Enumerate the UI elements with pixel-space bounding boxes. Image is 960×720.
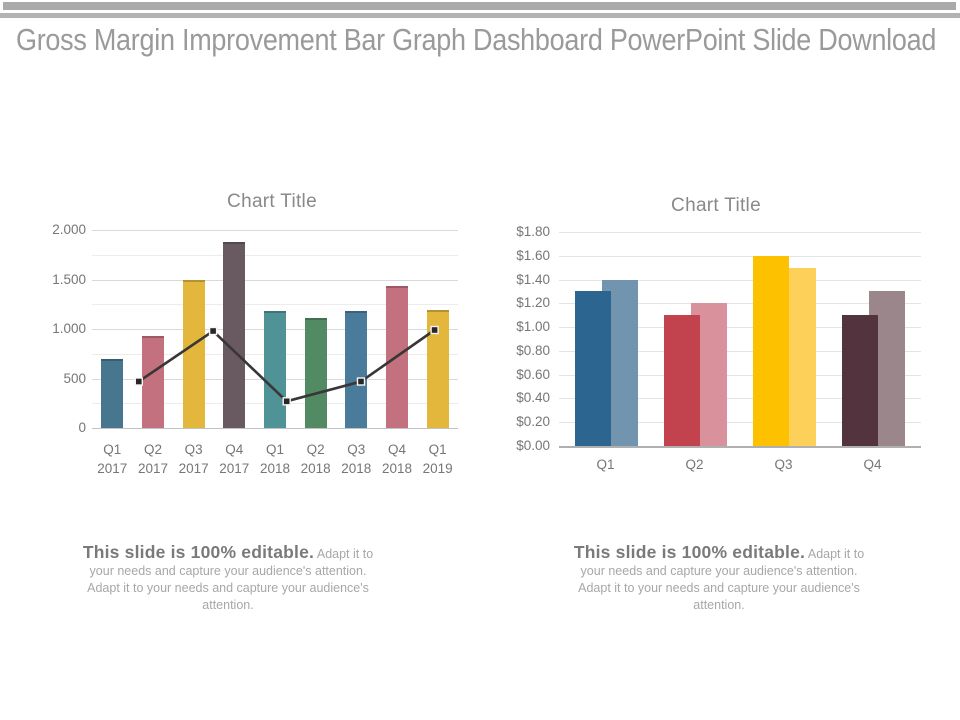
gridline [92,279,458,281]
editable-note-left[interactable]: This slide is 100% editable. Adapt it to… [82,541,374,614]
x-axis-label-line: Q4 [387,442,406,457]
bar-q3-2017[interactable] [182,279,205,428]
gridline [92,254,458,256]
gridline [559,374,921,376]
gridline [559,279,921,281]
y-axis-tick-label: $0.20 [516,414,550,430]
bar-q1-2019[interactable] [426,310,449,428]
x-axis-label-line: Q3 [347,442,366,457]
editable-note-right-body: Adapt it to your needs and capture your … [578,546,865,612]
x-axis-category-label: Q4 2017 [210,440,258,478]
x-axis-category-label: Q4 [863,457,882,472]
bar-q1-2017[interactable] [101,358,124,428]
bar-series-1-front-q2[interactable] [663,315,700,446]
x-axis-label-line: Q1 [428,442,447,457]
x-axis-label-line: Q1 [103,442,122,457]
y-axis-tick-label: 500 [63,370,86,386]
editable-note-left-body: Adapt it to your needs and capture your … [87,546,374,612]
y-axis-tick-label: 0 [78,420,86,435]
x-axis-label-line: 2018 [259,461,291,476]
gridline [92,230,458,231]
x-axis-label-line: Q1 [265,442,284,457]
line-series-marker [430,325,439,335]
gridline [559,303,921,305]
line-series-path [138,328,436,403]
grouped-bar-chart-title: Chart Title [671,195,761,216]
x-axis-category-label: Q1 2019 [414,440,462,478]
bar-series-1-front-q3[interactable] [752,255,789,446]
x-axis-label-line: 2017 [97,461,128,476]
y-axis-tick-label: $0.80 [516,342,550,358]
x-axis-label-line: 2019 [422,461,453,476]
y-axis-tick-label: $0.00 [516,438,550,453]
y-axis-tick-label: 2.000 [52,222,86,237]
x-axis-category-label: Q3 2017 [170,440,218,478]
x-axis-category-label: Q2 2018 [292,440,340,478]
line-series-marker [356,377,366,386]
slide-title-text: Gross Margin Improvement Bar Graph Dashb… [16,22,937,57]
combo-chart-title: Chart Title [227,191,317,212]
editable-note-right-headline: This slide is 100% editable. [573,541,806,562]
gridline [92,428,458,429]
editable-note-left-headline: This slide is 100% editable. [82,541,315,562]
x-axis-label-line: Q4 [225,442,244,457]
bar-q1-2018[interactable] [264,311,286,428]
gridline [559,350,921,352]
x-axis-label-line: 2017 [219,461,250,476]
y-axis-tick-label: $1.60 [516,247,550,263]
line-series-marker [282,397,291,406]
slide-title: Gross Margin Improvement Bar Graph Dashb… [16,22,960,58]
gridline [92,304,458,306]
line-series[interactable] [92,230,458,428]
x-axis-label-line: Q2 [143,442,162,457]
x-axis-label-line: 2018 [381,461,413,476]
bar-q3-2018[interactable] [345,311,368,428]
gridline [559,398,921,400]
x-axis-label-line: 2018 [341,461,372,476]
x-axis-category-label: Q3 2018 [332,440,380,478]
gridline [559,255,921,257]
bar-q2-2018[interactable] [304,318,327,428]
x-axis-label-line: 2018 [300,461,331,476]
bar-series-1-front-q4[interactable] [841,315,878,446]
gridline [559,422,921,424]
line-series-marker [134,377,143,386]
y-axis-tick-label: $1.00 [516,319,550,335]
x-axis-label-line: Q3 [184,442,203,457]
x-axis-category-label: Q4 2018 [373,440,421,478]
x-axis-category-label: Q1 [596,457,615,472]
y-axis-tick-label: $1.80 [516,224,550,239]
gridline [559,327,921,329]
y-axis-tick-label: $1.40 [516,271,550,287]
line-series-marker [208,326,218,336]
top-accent-bar-1 [3,2,956,10]
y-axis-tick-label: $0.40 [516,390,550,406]
y-axis-tick-label: $0.60 [516,366,550,382]
y-axis-tick-label: $1.20 [516,295,550,311]
x-axis-category-label: Q1 2018 [251,440,299,478]
x-axis-category-label: Q2 [685,457,704,472]
x-axis-category-label: Q1 2017 [88,440,136,478]
gridline [559,446,921,448]
x-axis-label-line: Q2 [306,442,325,457]
bar-q4-2017[interactable] [223,241,246,428]
gridline [559,232,921,233]
x-axis-category-label: Q3 [774,457,793,472]
y-axis-tick-label: 1.000 [52,321,86,336]
bar-series-1-front-q1[interactable] [574,291,611,446]
y-axis-tick-label: 1.500 [52,271,86,287]
x-axis-category-label: Q2 2017 [129,440,177,478]
bar-q2-2017[interactable] [142,335,164,428]
x-axis-label-line: 2017 [178,461,209,476]
top-accent-bar-2 [0,13,960,18]
x-axis-label-line: 2017 [137,461,169,476]
editable-note-right[interactable]: This slide is 100% editable. Adapt it to… [573,541,865,614]
